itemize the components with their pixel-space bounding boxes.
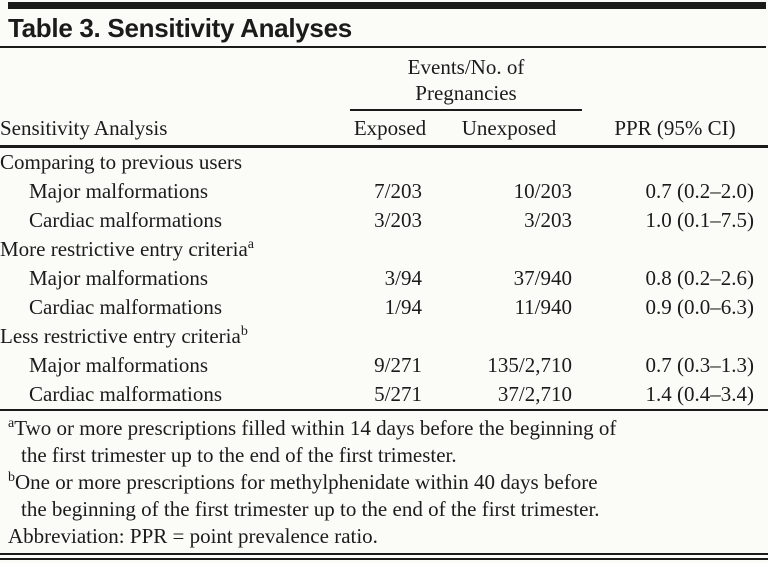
column-header-unexposed: Unexposed — [436, 111, 582, 148]
row-label: Major malformations — [29, 266, 209, 290]
cell-unexposed: 135/2,710 — [487, 353, 572, 377]
bottom-double-rule — [0, 553, 768, 560]
top-bar-rule — [8, 2, 766, 9]
table-row-group: Less restrictive entry criteriab — [0, 322, 768, 351]
cell-ppr: 1.0 (0.1–7.5) — [645, 208, 755, 232]
footnote-a-line-1: aTwo or more prescriptions filled within… — [0, 415, 768, 442]
cell-unexposed: 37/940 — [513, 266, 572, 290]
cell-exposed: 9/271 — [374, 353, 422, 377]
cell-ppr: 0.7 (0.3–1.3) — [645, 353, 755, 377]
footnote-a-text-1: Two or more prescriptions filled within … — [14, 416, 617, 440]
spanner-header-text: Events/No. of Pregnancies — [350, 48, 582, 111]
row-label: Major malformations — [29, 353, 209, 377]
footnote-marker-a: a — [247, 237, 255, 252]
row-label: Cardiac malformations — [29, 208, 223, 232]
group-label-text: Comparing to previous users — [0, 150, 243, 174]
cell-unexposed: 3/203 — [524, 208, 572, 232]
abbreviation-line: Abbreviation: PPR = point prevalence rat… — [8, 524, 378, 548]
column-header-ppr: PPR (95% CI) — [582, 111, 768, 148]
group-label-text: More restrictive entry criteria — [0, 237, 248, 261]
spanner-line-1: Events/No. of — [407, 55, 525, 79]
cell-unexposed: 10/203 — [513, 179, 572, 203]
table-title: Table 3. Sensitivity Analyses — [8, 13, 352, 43]
cell-exposed: 3/94 — [384, 266, 422, 290]
cell-ppr: 0.8 (0.2–2.6) — [645, 266, 755, 290]
cell-unexposed: 11/940 — [514, 295, 572, 319]
table-row: Cardiac malformations 3/203 3/203 1.0 (0… — [0, 206, 768, 235]
table-row: Cardiac malformations 1/94 11/940 0.9 (0… — [0, 293, 768, 322]
sensitivity-table: Events/No. of Pregnancies Sensitivity An… — [0, 48, 768, 411]
column-header-exposed: Exposed — [344, 111, 436, 148]
footnote-b-line-1: bOne or more prescriptions for methylphe… — [0, 469, 768, 496]
table-row: Cardiac malformations 5/271 37/2,710 1.4… — [0, 380, 768, 411]
footnote-b-line-2: the beginning of the first trimester up … — [21, 497, 600, 521]
spanner-spacer — [0, 48, 344, 111]
cell-exposed: 1/94 — [384, 295, 422, 319]
cell-unexposed: 37/2,710 — [436, 380, 582, 411]
footnotes-block: aTwo or more prescriptions filled within… — [0, 415, 768, 550]
spanner-line-2: Pregnancies — [415, 81, 517, 105]
footnote-a-line-2: the first trimester up to the end of the… — [21, 443, 457, 467]
table-row: Major malformations 7/203 10/203 0.7 (0.… — [0, 177, 768, 206]
cell-ppr: 0.7 (0.2–2.0) — [645, 179, 755, 203]
table-row: Major malformations 9/271 135/2,710 0.7 … — [0, 351, 768, 380]
spanner-spacer — [582, 48, 768, 111]
cell-exposed: 5/271 — [344, 380, 436, 411]
footnote-b-marker: b — [8, 470, 15, 485]
footnote-b-text-1: One or more prescriptions for methylphen… — [15, 470, 598, 494]
cell-ppr: 0.9 (0.0–6.3) — [645, 295, 755, 319]
spanner-row: Events/No. of Pregnancies — [0, 48, 768, 111]
cell-ppr: 1.4 (0.4–3.4) — [582, 380, 768, 411]
row-group-label: More restrictive entry criteriaa — [0, 235, 768, 264]
row-label: Cardiac malformations — [29, 295, 223, 319]
footnote-a-marker: a — [8, 416, 15, 431]
cell-exposed: 7/203 — [374, 179, 422, 203]
cell-exposed: 3/203 — [374, 208, 422, 232]
title-rule — [0, 46, 766, 48]
spanner-header: Events/No. of Pregnancies — [344, 48, 582, 111]
column-header-analysis: Sensitivity Analysis — [0, 111, 344, 148]
table-row: Major malformations 3/94 37/940 0.8 (0.2… — [0, 264, 768, 293]
table-row-group: Comparing to previous users — [0, 147, 768, 178]
column-header-row: Sensitivity Analysis Exposed Unexposed P… — [0, 111, 768, 148]
group-label-text: Less restrictive entry criteria — [0, 324, 241, 348]
row-group-label: Less restrictive entry criteriab — [0, 322, 768, 351]
row-label: Cardiac malformations — [0, 380, 344, 411]
row-label: Major malformations — [29, 179, 209, 203]
footnote-marker-b: b — [240, 324, 248, 339]
row-group-label: Comparing to previous users — [0, 147, 768, 178]
table-row-group: More restrictive entry criteriaa — [0, 235, 768, 264]
